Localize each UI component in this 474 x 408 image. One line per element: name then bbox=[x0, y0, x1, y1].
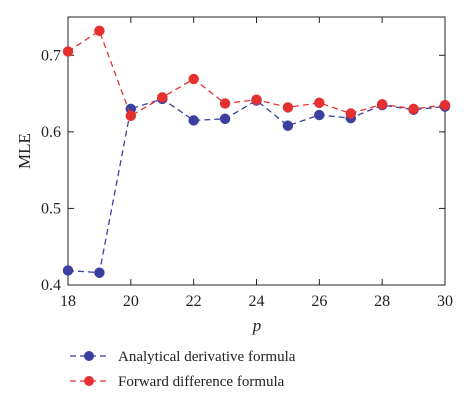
legend-item-1: Analytical derivative formula bbox=[70, 349, 296, 365]
data-point bbox=[62, 46, 74, 57]
legend-item-2: Forward difference formula bbox=[70, 374, 285, 390]
data-point bbox=[282, 120, 294, 131]
series-2 bbox=[62, 25, 451, 122]
data-point bbox=[94, 25, 105, 37]
x-tick-label: 20 bbox=[123, 293, 139, 310]
legend-marker bbox=[84, 376, 94, 386]
legend-marker bbox=[84, 351, 94, 361]
data-point bbox=[219, 113, 231, 125]
data-point bbox=[188, 73, 199, 85]
y-tick-label: 0.5 bbox=[41, 200, 61, 217]
x-tick-label: 30 bbox=[437, 293, 453, 310]
y-tick-label: 0.6 bbox=[41, 124, 61, 141]
y-tick-label: 0.7 bbox=[41, 47, 61, 64]
data-point bbox=[157, 92, 168, 103]
data-point bbox=[125, 110, 137, 122]
x-tick-label: 28 bbox=[374, 293, 390, 310]
data-point bbox=[282, 102, 294, 113]
legend: Analytical derivative formula Forward dif… bbox=[70, 349, 296, 390]
y-tick-label: 0.4 bbox=[41, 277, 61, 294]
data-point bbox=[376, 99, 388, 110]
x-tick-label: 26 bbox=[311, 293, 327, 310]
x-tick-label: 22 bbox=[186, 293, 202, 310]
x-tick-label: 18 bbox=[60, 293, 76, 310]
legend-label: Analytical derivative formula bbox=[118, 349, 296, 365]
data-point bbox=[408, 103, 419, 115]
data-point bbox=[188, 115, 199, 126]
data-point bbox=[219, 98, 231, 109]
y-axis-label: MLE bbox=[15, 133, 34, 169]
data-point bbox=[345, 108, 357, 119]
data-point bbox=[94, 267, 105, 278]
data-point bbox=[314, 97, 325, 109]
x-axis-label: p bbox=[252, 316, 262, 335]
data-point bbox=[439, 99, 451, 111]
x-axis: 18 20 22 24 26 28 30 bbox=[60, 17, 453, 310]
legend-label: Forward difference formula bbox=[118, 374, 285, 390]
x-tick-label: 24 bbox=[249, 293, 265, 310]
series-layer bbox=[62, 25, 451, 278]
data-point bbox=[314, 109, 325, 121]
data-point bbox=[62, 265, 74, 276]
data-point bbox=[251, 94, 262, 105]
